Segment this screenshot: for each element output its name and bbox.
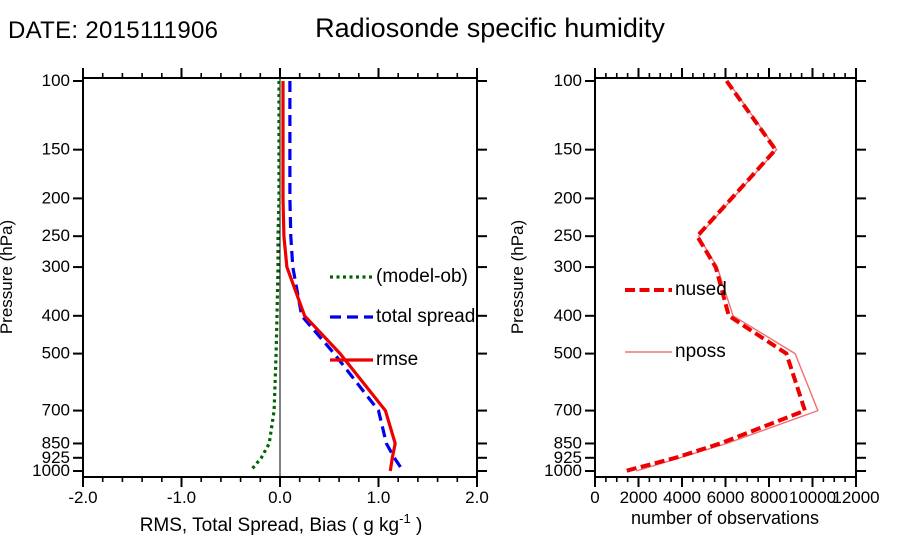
x-minor-ticks: [101, 73, 459, 482]
y-ticks: [585, 80, 866, 472]
figure-title: Radiosonde specific humidity: [315, 13, 665, 43]
legend-item-total-spread: total spread: [330, 306, 475, 327]
y-tick-label: 150: [554, 140, 582, 159]
y-tick-label: 700: [42, 401, 70, 420]
x-tick-label: 2000: [620, 488, 658, 507]
x-tick-label: 1.0: [367, 488, 391, 507]
x-major-ticks: [594, 68, 857, 487]
series-nused: [624, 79, 807, 473]
x-minor-ticks: [605, 73, 846, 482]
plot-rms-spread-bias-profile: -2.0 -1.0 0.0 1.0 2.0 100 150 200 250 300 400 500 70…: [0, 68, 489, 536]
legend-label-model-ob: (model-ob): [376, 266, 468, 287]
y-tick-label: 200: [554, 188, 582, 207]
y-axis-title: Pressure (hPa): [0, 220, 16, 334]
x-tick-label: 0: [590, 488, 599, 507]
y-axis-title: Pressure (hPa): [508, 220, 527, 334]
y-tick-label: 1000: [544, 461, 582, 480]
y-tick-label: 200: [42, 188, 70, 207]
y-tick-label: 400: [42, 306, 70, 325]
x-axis-title: RMS, Total Spread, Bias ( g kg-1 ): [140, 511, 423, 536]
x-tick-label: 12000: [832, 488, 879, 507]
legend-item-nposs: nposs: [625, 341, 726, 362]
y-tick-label: 925: [554, 448, 582, 467]
x-tick-labels: -2.0 -1.0 0.0 1.0 2.0: [68, 488, 488, 507]
y-tick-label: 1000: [32, 461, 70, 480]
series-model-ob: [249, 81, 281, 473]
date-label: DATE: 2015111906: [8, 17, 219, 44]
legend-label-nused: nused: [675, 279, 727, 300]
x-tick-label: 6000: [707, 488, 745, 507]
legend-item-nused: nused: [625, 279, 727, 300]
x-axis-title: number of observations: [631, 508, 819, 528]
y-tick-label: 300: [554, 257, 582, 276]
y-tick-label: 400: [554, 306, 582, 325]
y-tick-label: 850: [554, 433, 582, 452]
y-tick-label: 100: [42, 71, 70, 90]
y-tick-label: 100: [554, 71, 582, 90]
x-major-ticks: [82, 68, 478, 487]
x-tick-label: 0.0: [268, 488, 292, 507]
y-tick-label: 250: [554, 226, 582, 245]
x-tick-label: 4000: [663, 488, 701, 507]
plot-frame: [594, 77, 857, 478]
y-ticks: [73, 80, 487, 472]
series-nposs: [636, 80, 819, 472]
y-tick-label: 700: [554, 401, 582, 420]
legend-item-model-ob: (model-ob): [330, 266, 468, 287]
x-tick-label: -2.0: [68, 488, 97, 507]
x-tick-label: -1.0: [167, 488, 196, 507]
legend-label-total-spread: total spread: [376, 306, 475, 327]
y-tick-label: 500: [554, 344, 582, 363]
y-tick-label: 850: [42, 433, 70, 452]
legend-label-rmse: rmse: [376, 349, 418, 370]
x-tick-label: 10000: [789, 488, 836, 507]
series-rmse: [281, 81, 397, 472]
legend-item-rmse: rmse: [330, 349, 418, 370]
x-tick-label: 8000: [750, 488, 788, 507]
y-tick-label: 300: [42, 257, 70, 276]
y-tick-label: 500: [42, 344, 70, 363]
y-tick-label: 250: [42, 226, 70, 245]
series-total-spread: [288, 81, 405, 472]
x-tick-label: 2.0: [465, 488, 489, 507]
y-tick-label: 925: [42, 448, 70, 467]
y-tick-label: 150: [42, 140, 70, 159]
legend-label-nposs: nposs: [675, 341, 726, 362]
